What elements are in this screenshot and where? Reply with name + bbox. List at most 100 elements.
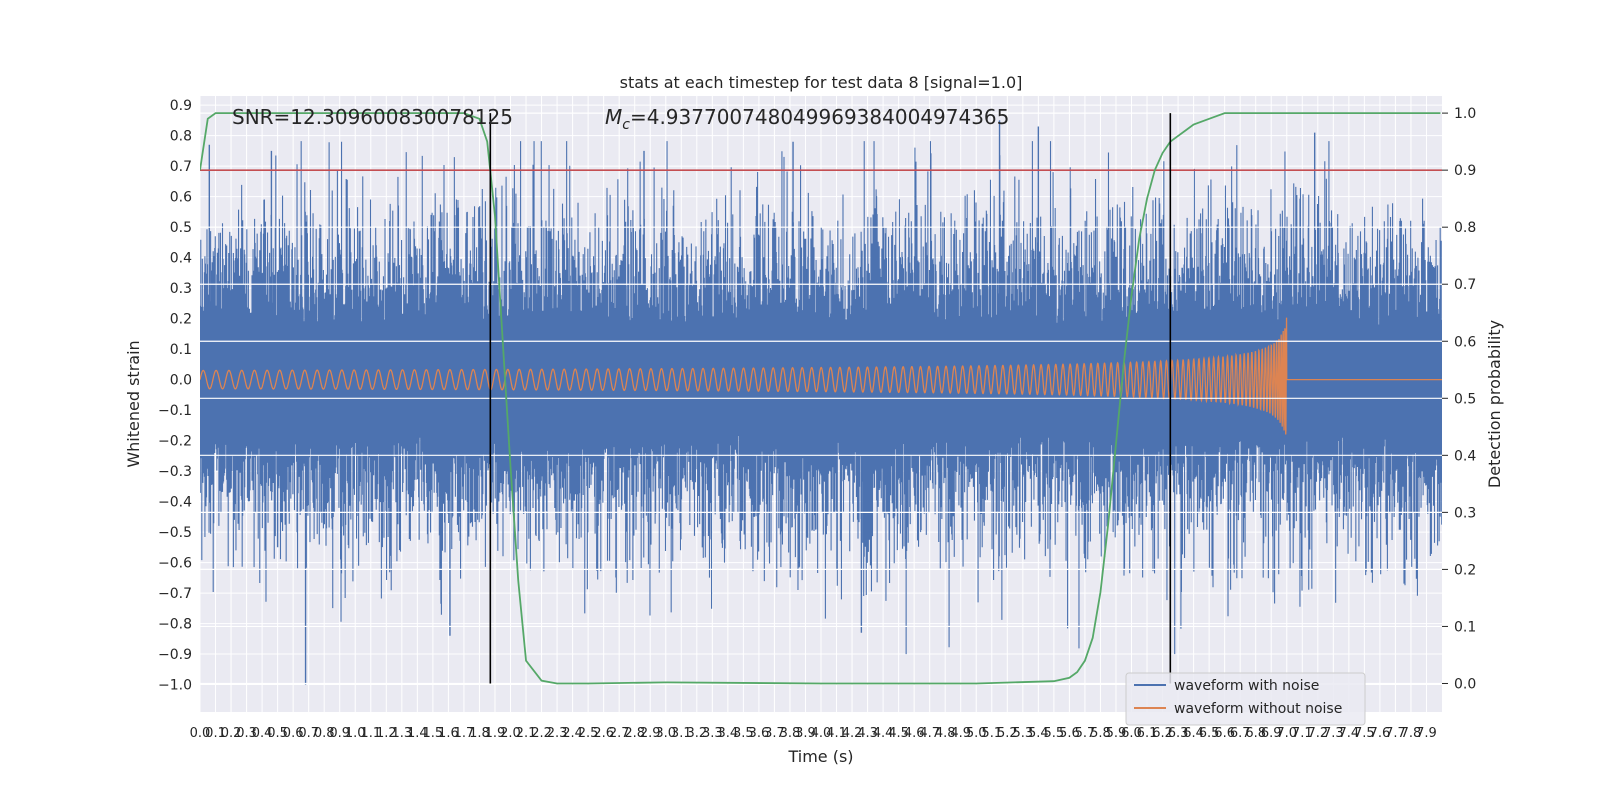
x-tick-label-49: 4.9 [950, 726, 971, 741]
x-tick-label-36: 3.6 [749, 726, 770, 741]
y2-tick-label-7: 0.3 [1454, 505, 1476, 521]
x-tick-label-2: 0.2 [221, 726, 242, 741]
x-tick-label-44: 4.4 [873, 726, 894, 741]
x-tick-label-12: 1.2 [376, 726, 397, 741]
y-tick-label-4: 0.5 [170, 220, 192, 236]
snr-annotation: SNR=12.309600830078125 [232, 105, 513, 129]
x-tick-label-25: 2.5 [578, 726, 599, 741]
y-axis-label: Whitened strain [124, 340, 143, 467]
x-tick-label-55: 5.5 [1044, 726, 1065, 741]
chirp-mass-annotation: Mc=4.937700748049969384004974365 [605, 105, 1009, 133]
y2-tick-label-1: 0.9 [1454, 163, 1476, 179]
chart-title: stats at each timestep for test data 8 [… [620, 73, 1023, 92]
x-tick-label-79: 7.9 [1416, 726, 1437, 741]
x-tick-label-31: 3.1 [671, 726, 692, 741]
y-tick-label-11: −0.2 [158, 434, 192, 450]
y-tick-label-8: 0.1 [170, 342, 192, 358]
x-tick-label-27: 2.7 [609, 726, 630, 741]
y-tick-label-1: 0.8 [170, 129, 192, 145]
x-tick-label-50: 5.0 [966, 726, 987, 741]
x-tick-label-78: 7.8 [1401, 726, 1422, 741]
x-tick-label-21: 2.1 [516, 726, 537, 741]
clean-waveform-path [200, 317, 1442, 435]
y2-tick-label-3: 0.7 [1454, 277, 1476, 293]
x-tick-label-73: 7.3 [1323, 726, 1344, 741]
y-tick-label-6: 0.3 [170, 281, 192, 297]
x-tick-label-70: 7.0 [1276, 726, 1297, 741]
x-tick-label-15: 1.5 [423, 726, 444, 741]
x-tick-label-29: 2.9 [640, 726, 661, 741]
x-tick-label-76: 7.6 [1370, 726, 1391, 741]
x-tick-label-17: 1.7 [454, 726, 475, 741]
y-tick-label-7: 0.2 [170, 312, 192, 328]
x-tick-label-62: 6.2 [1152, 726, 1173, 741]
chirp-mass-subscript: c [622, 117, 630, 133]
x-tick-label-4: 0.4 [252, 726, 273, 741]
x-tick-label-1: 0.1 [205, 726, 226, 741]
y-tick-label-17: −0.8 [158, 617, 192, 633]
x-tick-label-5: 0.5 [267, 726, 288, 741]
y-tick-label-15: −0.6 [158, 556, 192, 572]
y-tick-label-13: −0.4 [158, 495, 192, 511]
legend-label-clean: waveform without noise [1174, 701, 1342, 717]
y2-tick-label-10: 0.0 [1454, 676, 1476, 692]
x-tick-label-58: 5.8 [1090, 726, 1111, 741]
y-tick-label-0: 0.9 [170, 98, 192, 114]
x-axis-ticks: 0.00.10.20.30.40.50.60.70.80.91.01.11.21… [190, 726, 1437, 741]
x-tick-label-3: 0.3 [236, 726, 257, 741]
x-tick-label-32: 3.2 [686, 726, 707, 741]
y2-tick-label-9: 0.1 [1454, 619, 1476, 635]
x-tick-label-22: 2.2 [531, 726, 552, 741]
x-tick-label-66: 6.6 [1214, 726, 1235, 741]
y-tick-label-19: −1.0 [158, 678, 192, 694]
x-tick-label-71: 7.1 [1292, 726, 1313, 741]
x-tick-label-38: 3.8 [780, 726, 801, 741]
y-axis-left-ticks: 0.9 0.8 0.7 0.6 0.5 0.4 0.3 0.2 0.1 0.0 −0.1 −0.2 −0… [158, 98, 192, 693]
y2-tick-label-0: 1.0 [1454, 106, 1476, 122]
legend: waveform with noise waveform without noi… [1125, 672, 1366, 726]
legend-box [1125, 672, 1366, 726]
x-tick-label-75: 7.5 [1354, 726, 1375, 741]
x-tick-label-54: 5.4 [1028, 726, 1049, 741]
series-detection-probability [200, 112, 1441, 685]
x-tick-label-8: 0.8 [314, 726, 335, 741]
x-tick-label-18: 1.8 [469, 726, 490, 741]
x-tick-label-59: 5.9 [1106, 726, 1127, 741]
x-tick-label-77: 7.7 [1385, 726, 1406, 741]
x-tick-label-35: 3.5 [733, 726, 754, 741]
x-tick-label-47: 4.7 [919, 726, 940, 741]
x-tick-label-68: 6.8 [1245, 726, 1266, 741]
x-tick-label-37: 3.7 [764, 726, 785, 741]
x-tick-label-13: 1.3 [391, 726, 412, 741]
x-tick-label-16: 1.6 [438, 726, 459, 741]
x-tick-label-0: 0.0 [190, 726, 211, 741]
x-tick-label-33: 3.3 [702, 726, 723, 741]
x-tick-label-46: 4.6 [904, 726, 925, 741]
x-tick-label-14: 1.4 [407, 726, 428, 741]
y-tick-label-18: −0.9 [158, 647, 192, 663]
legend-label-noise: waveform with noise [1174, 678, 1319, 694]
y2-tick-label-6: 0.4 [1454, 448, 1476, 464]
y-axis-right-ticks: 1.0 0.9 0.8 0.7 0.6 0.5 0.4 0.3 0.2 0.1 0.0 [1442, 106, 1476, 692]
x-tick-label-65: 6.5 [1199, 726, 1220, 741]
x-tick-label-34: 3.4 [718, 726, 739, 741]
x-tick-label-42: 4.2 [842, 726, 863, 741]
x-tick-label-24: 2.4 [562, 726, 583, 741]
x-tick-label-45: 4.5 [888, 726, 909, 741]
x-tick-label-67: 6.7 [1230, 726, 1251, 741]
x-tick-label-56: 5.6 [1059, 726, 1080, 741]
x-tick-label-7: 0.7 [298, 726, 319, 741]
x-tick-label-10: 1.0 [345, 726, 366, 741]
chirp-mass-value: =4.937700748049969384004974365 [630, 105, 1009, 129]
y-tick-label-12: −0.3 [158, 464, 192, 480]
x-tick-label-39: 3.9 [795, 726, 816, 741]
y-tick-label-16: −0.7 [158, 586, 192, 602]
y2-tick-label-5: 0.5 [1454, 391, 1476, 407]
y2-tick-label-4: 0.6 [1454, 334, 1476, 350]
x-tick-label-19: 1.9 [485, 726, 506, 741]
x-tick-label-40: 4.0 [811, 726, 832, 741]
y-tick-label-3: 0.6 [170, 190, 192, 206]
x-tick-label-23: 2.3 [547, 726, 568, 741]
y-tick-label-10: −0.1 [158, 403, 192, 419]
x-tick-label-51: 5.1 [981, 726, 1002, 741]
